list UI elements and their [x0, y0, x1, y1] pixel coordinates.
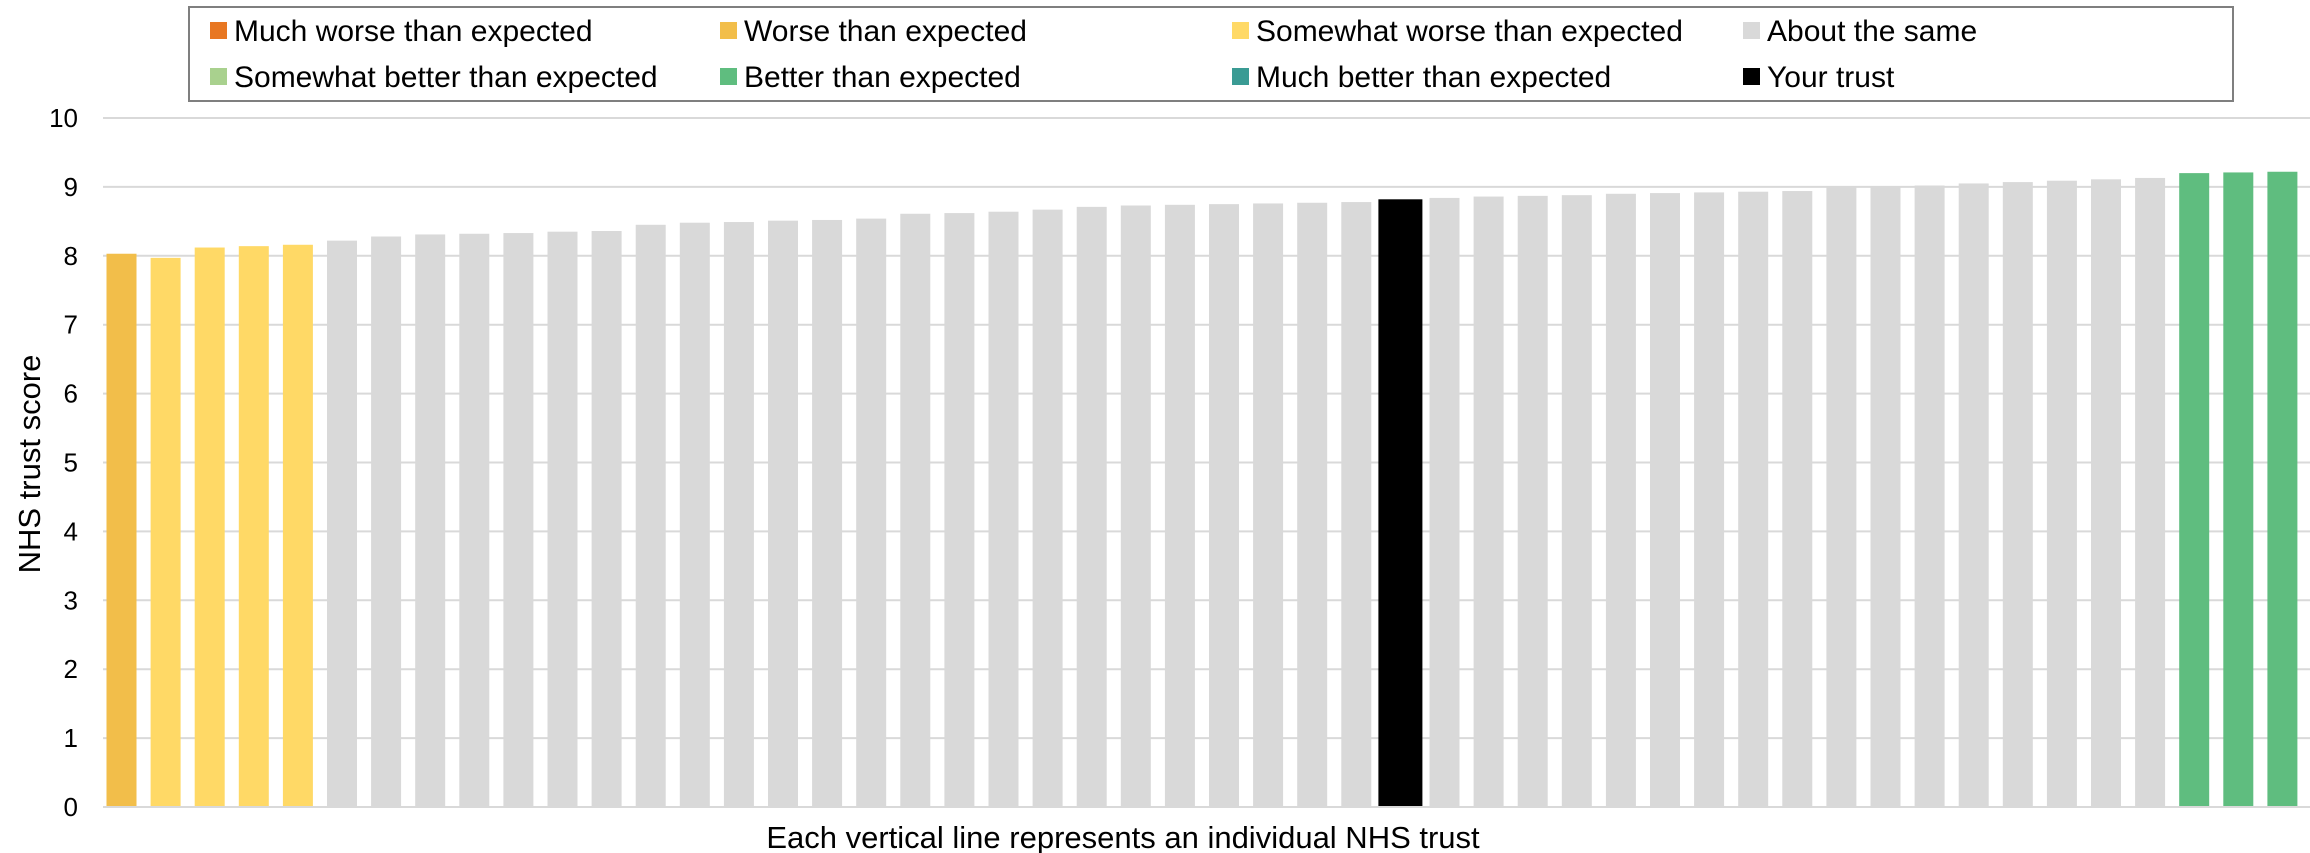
trust-bar [1517, 195, 1548, 807]
trust-bar [1032, 209, 1063, 808]
legend-label-worse: Worse than expected [744, 15, 1027, 48]
trust-bar [1605, 193, 1636, 808]
trust-bar [1694, 192, 1725, 808]
trust-bar [1561, 195, 1592, 808]
legend-label-better: Better than expected [744, 61, 1021, 94]
bars [106, 171, 2298, 808]
trust-bar [1341, 202, 1372, 808]
legend-label-much-worse: Much worse than expected [234, 15, 593, 48]
your-trust-bar [1378, 199, 1423, 807]
trust-bar [1914, 185, 1945, 808]
trust-bar [723, 222, 754, 807]
y-tick-label: 5 [64, 448, 78, 478]
trust-bar [812, 219, 843, 808]
y-axis-ticks: 0 1 2 3 4 5 6 7 8 9 10 [49, 103, 78, 822]
trust-bar [1782, 191, 1813, 807]
trust-bar [856, 218, 887, 807]
trust-bar [194, 247, 225, 808]
trust-bar [1120, 205, 1151, 808]
legend-swatch-somewhat-better [210, 68, 227, 85]
trust-bar [1473, 196, 1504, 807]
trust-bar [2091, 179, 2121, 808]
y-tick-label: 8 [64, 241, 78, 271]
trust-bar [150, 257, 181, 807]
trust-bar [679, 222, 710, 807]
trust-bar [1297, 202, 1328, 807]
y-tick-label: 2 [64, 654, 78, 684]
legend-label-your-trust: Your trust [1767, 61, 1895, 94]
legend-label-much-better: Much better than expected [1256, 61, 1611, 94]
trust-bar [1164, 204, 1195, 808]
y-tick-label: 0 [64, 792, 78, 822]
trust-bar [1429, 197, 1460, 807]
trust-bar [2135, 177, 2166, 807]
trust-bar [459, 233, 490, 807]
legend-swatch-better [720, 68, 737, 85]
legend-swatch-somewhat-worse [1232, 22, 1249, 39]
trust-bar [944, 213, 975, 807]
trust-bar [2267, 171, 2298, 807]
trust-bar [327, 240, 357, 808]
legend: Much worse than expected Worse than expec… [188, 6, 2234, 102]
trust-bar [900, 213, 931, 807]
legend-swatch-your-trust [1743, 68, 1760, 85]
y-tick-label: 10 [49, 103, 78, 133]
trust-bar [1826, 186, 1857, 807]
legend-box [188, 6, 2234, 102]
trust-bar [591, 230, 622, 808]
trust-bar [503, 233, 534, 808]
trust-bar [1650, 193, 1680, 807]
trust-bar [1958, 183, 1989, 807]
trust-bar [1253, 203, 1284, 807]
trust-bar [2002, 182, 2033, 807]
trust-bar [106, 253, 137, 807]
y-tick-label: 6 [64, 379, 78, 409]
trust-bar [1870, 186, 1901, 807]
y-tick-label: 9 [64, 172, 78, 202]
trust-bar [547, 231, 578, 807]
trust-bar [2046, 180, 2077, 808]
trust-bar [415, 234, 446, 808]
trust-bar [2179, 173, 2210, 807]
trust-bar [238, 246, 269, 808]
x-axis-title: Each vertical line represents an individ… [766, 820, 1480, 853]
legend-label-somewhat-worse: Somewhat worse than expected [1256, 15, 1683, 48]
trust-bar [1076, 206, 1107, 808]
trust-bar [282, 244, 313, 807]
y-axis-title: NHS trust score [12, 355, 47, 574]
y-tick-label: 4 [64, 516, 78, 546]
legend-swatch-much-better [1232, 68, 1249, 85]
trust-bar [2223, 172, 2254, 807]
trust-bar [768, 220, 798, 807]
legend-swatch-much-worse [210, 22, 227, 39]
trust-bar [1738, 191, 1769, 807]
legend-label-somewhat-better: Somewhat better than expected [234, 61, 658, 94]
trust-bar [988, 211, 1019, 808]
y-tick-label: 1 [64, 723, 78, 753]
trust-bar [371, 236, 402, 807]
trust-bar [1209, 204, 1239, 807]
y-tick-label: 3 [64, 585, 78, 615]
y-tick-label: 7 [64, 310, 78, 340]
trust-bar [635, 224, 666, 808]
legend-swatch-same [1743, 22, 1760, 39]
legend-label-same: About the same [1767, 15, 1977, 48]
legend-swatch-worse [720, 22, 737, 39]
